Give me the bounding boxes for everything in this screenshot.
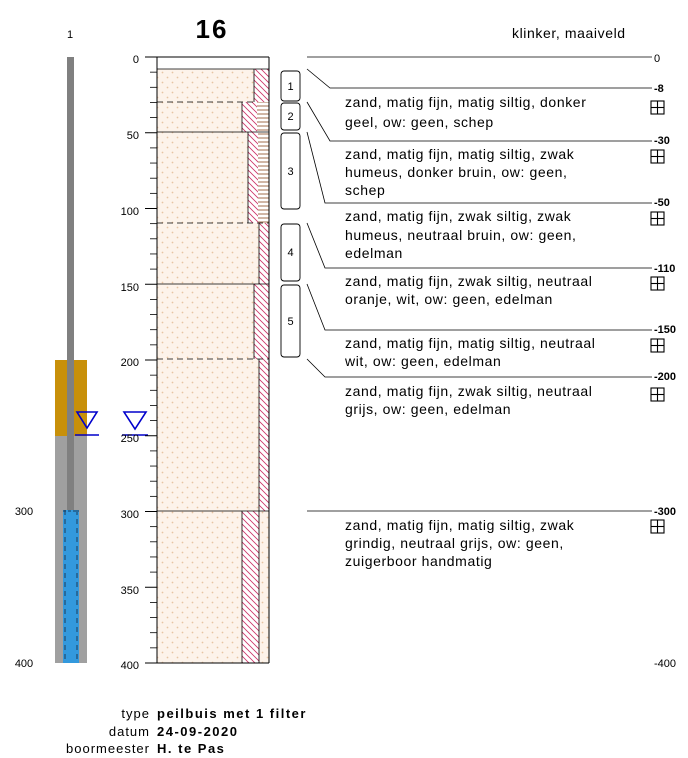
hatch-layer-6 (259, 359, 269, 511)
connector-8 (306, 68, 652, 89)
hatch-layer-5 (254, 284, 269, 359)
connector-110 (306, 222, 652, 269)
date-value: 24-09-2020 (157, 724, 239, 739)
layer-description-1: zand, matig fijn, matig siltig, donker g… (345, 94, 591, 130)
hatch-layer-2a (242, 102, 257, 132)
well-filter (63, 510, 79, 663)
connector-200 (306, 358, 652, 378)
sample-box-5 (280, 284, 301, 358)
axis-label-50: 50 (127, 130, 139, 142)
depth-label-150: -150 (654, 324, 676, 336)
layer-description-2: zand, matig fijn, matig siltig, zwak hum… (345, 146, 579, 198)
well-depth-400: 400 (15, 658, 33, 670)
sample-box-3 (280, 132, 301, 210)
sample-box-1 (280, 70, 301, 102)
sample-grid-icon (650, 211, 665, 226)
axis-label-0: 0 (133, 54, 139, 66)
driller-label: boormeester (66, 741, 150, 756)
axis-label-150: 150 (121, 282, 139, 294)
well-casing-lower (67, 360, 74, 510)
type-value: peilbuis met 1 filter (157, 706, 307, 721)
date-label: datum (109, 724, 150, 739)
surface-description: klinker, maaiveld (512, 25, 626, 41)
layer-descriptions: klinker, maaiveld 0 -8 -30 -50 -110 -150… (306, 25, 676, 670)
connector-30 (306, 101, 652, 142)
metadata: type peilbuis met 1 filter datum 24-09-2… (66, 706, 307, 756)
sample-grid-icon (650, 338, 665, 353)
depth-label-50: -50 (654, 197, 670, 209)
humus-layer-2 (257, 102, 269, 132)
depth-label-30: -30 (654, 135, 670, 147)
layer-description-6: zand, matig fijn, zwak siltig, neutraal … (345, 383, 597, 417)
right-scale-top: 0 (654, 53, 660, 65)
sample-label-3: 3 (287, 166, 293, 178)
sample-label-1: 1 (287, 81, 293, 93)
sample-grid-icon (650, 100, 665, 115)
axis-label-100: 100 (121, 206, 139, 218)
sample-boxes: 1 2 3 4 5 (280, 70, 301, 358)
sample-label-2: 2 (287, 111, 293, 123)
sample-box-2 (280, 102, 301, 131)
sample-grid-icon (650, 149, 665, 164)
axis-label-250: 250 (121, 433, 139, 445)
well-water-level-icon (75, 411, 99, 436)
layer-description-7: zand, matig fijn, matig siltig, zwak gri… (345, 517, 579, 569)
layer-description-4: zand, matig fijn, zwak siltig, neutraal … (345, 273, 597, 307)
driller-value: H. te Pas (157, 741, 225, 756)
axis-label-200: 200 (121, 357, 139, 369)
hatch-layer-7 (242, 511, 259, 663)
type-label: type (121, 706, 150, 721)
layer-description-5: zand, matig fijn, matig siltig, neutraal… (344, 335, 600, 369)
sample-grid-icon (650, 276, 665, 291)
well-depth-300: 300 (15, 506, 33, 518)
sample-label-5: 5 (287, 316, 293, 328)
boring-id: 16 (196, 14, 229, 44)
hatch-layer-4 (259, 223, 269, 284)
well-construction: 1 300 400 (15, 29, 99, 670)
boring-column: 16 (121, 14, 270, 672)
depth-label-8: -8 (654, 83, 664, 95)
right-scale-bottom: -400 (654, 658, 676, 670)
axis-label-300: 300 (121, 509, 139, 521)
sample-box-4 (280, 223, 301, 282)
depth-label-300: -300 (654, 506, 676, 518)
sample-label-4: 4 (287, 247, 293, 259)
axis-water-level-icon (122, 411, 148, 436)
hatch-layer-3a (248, 132, 258, 223)
sample-grid-icon (650, 387, 665, 402)
connector-50 (306, 131, 652, 204)
axis-label-400: 400 (121, 660, 139, 672)
depth-label-200: -200 (654, 371, 676, 383)
humus-layer-3 (258, 132, 269, 223)
hatch-layer-1 (254, 69, 269, 102)
sample-grid-icon (650, 519, 665, 534)
well-label: 1 (67, 29, 73, 41)
depth-label-110: -110 (654, 263, 675, 275)
axis-ticks (145, 56, 157, 664)
layer-description-3: zand, matig fijn, zwak siltig, zwak hume… (345, 208, 581, 261)
axis-label-350: 350 (121, 585, 139, 597)
connector-150 (306, 283, 652, 331)
